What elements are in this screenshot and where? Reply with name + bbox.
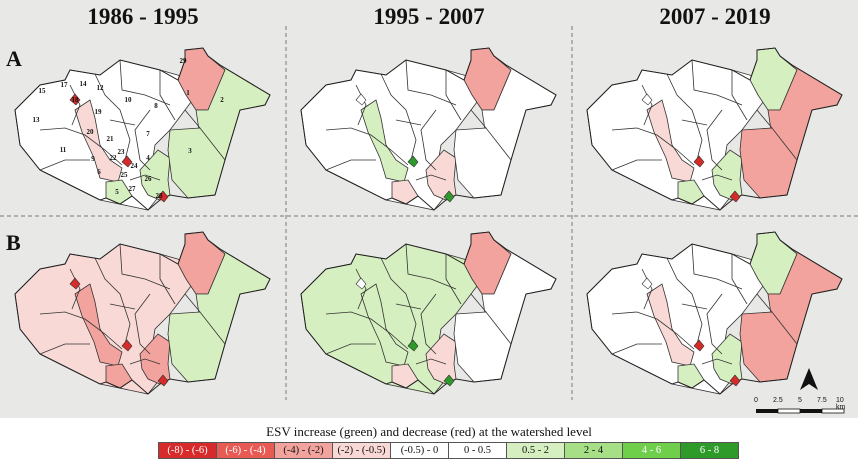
hotspot-watershed [355,93,367,106]
hotspot-watershed [121,339,133,352]
legend-class-5: 0 - 0.5 [449,443,507,458]
watershed-map-B-2007-2019 [586,231,843,395]
hotspot-watershed [69,93,81,106]
watershed-number-15: 15 [39,87,47,95]
row-label-b: B [6,230,21,255]
hotspot-watershed [693,155,705,168]
watershed-number-2: 2 [220,96,224,104]
period-title-1986-1995: 1986 - 1995 [87,4,199,29]
watershed-zone-center [646,99,695,183]
legend-class-9: 6 - 8 [681,443,738,458]
watershed-number-23: 23 [118,148,126,156]
watershed-number-25: 25 [121,171,129,179]
watershed-number-21: 21 [107,135,115,143]
watershed-number-13: 13 [33,116,41,124]
watershed-number-8: 8 [154,102,158,110]
watershed-map-A-1995-2007 [300,47,557,211]
watershed-zone-center [646,283,695,367]
hotspot-watershed [69,277,81,290]
scale-tick-10km: 10 km [836,397,846,411]
legend-class-6: 0.5 - 2 [507,443,565,458]
hotspot-watershed [443,374,455,387]
watershed-zone-center [74,283,123,367]
watershed-number-7: 7 [146,130,150,138]
hotspot-watershed [157,190,169,203]
watershed-number-18: 18 [72,96,80,104]
scale-tick-5: 5 [798,397,802,404]
scale-bar: 0 2.5 5 7.5 10 km [752,397,852,418]
row-label-a: A [6,46,22,71]
legend-class-8: 4 - 6 [623,443,681,458]
watershed-map-A-1986-1995 [14,47,271,211]
legend-class-1: (-6) - (-4) [217,443,275,458]
watershed-number-4: 4 [146,154,150,162]
watershed-number-11: 11 [60,146,67,154]
watershed-number-20: 20 [87,128,95,136]
hotspot-watershed [641,93,653,106]
period-title-2007-2019: 2007 - 2019 [659,4,771,29]
hotspot-watershed [407,339,419,352]
watershed-number-10: 10 [125,96,133,104]
watershed-number-22: 22 [110,154,118,162]
watershed-number-6: 6 [97,168,101,176]
legend-class-3: (-2) - (-0.5) [333,443,391,458]
watershed-number-24: 24 [131,162,139,170]
hotspot-watershed [157,374,169,387]
watershed-number-9: 9 [91,155,95,163]
hotspot-watershed [729,190,741,203]
watershed-number-12: 12 [97,84,105,92]
legend-title: ESV increase (green) and decrease (red) … [266,424,592,439]
watershed-number-1: 1 [186,89,190,97]
watershed-number-5: 5 [115,188,119,196]
watershed-number-26: 26 [145,175,153,183]
legend-class-7: 2 - 4 [565,443,623,458]
watershed-map-A-2007-2019 [586,47,843,211]
watershed-zone-center [74,99,123,183]
legend: (-8) - (-6) (-6) - (-4) (-4) - (-2) (-2) - … [158,442,739,459]
watershed-map-B-1986-1995 [14,231,271,395]
hotspot-watershed [443,190,455,203]
scale-tick-7-5: 7.5 [817,397,827,404]
watershed-number-14: 14 [80,80,88,88]
watershed-number-3: 3 [188,147,192,155]
scale-tick-2-5: 2.5 [773,397,783,404]
legend-class-4: (-0.5) - 0 [391,443,449,458]
scale-tick-0: 0 [754,397,758,404]
hotspot-watershed [407,155,419,168]
legend-class-0: (-8) - (-6) [159,443,217,458]
period-title-1995-2007: 1995 - 2007 [373,4,485,29]
watershed-number-28: 28 [156,192,164,200]
hotspot-watershed [693,339,705,352]
hotspot-watershed [729,374,741,387]
watershed-zone-center [360,283,409,367]
hotspot-watershed [641,277,653,290]
watershed-number-29: 29 [180,57,188,65]
watershed-map-B-1995-2007 [300,231,557,395]
watershed-zone-center [360,99,409,183]
watershed-number-19: 19 [95,108,103,116]
legend-class-2: (-4) - (-2) [275,443,333,458]
watershed-number-17: 17 [61,81,69,89]
watershed-number-27: 27 [129,185,137,193]
hotspot-watershed [355,277,367,290]
hotspot-watershed [121,155,133,168]
panel-layer [14,47,843,395]
north-arrow-icon [800,368,818,390]
